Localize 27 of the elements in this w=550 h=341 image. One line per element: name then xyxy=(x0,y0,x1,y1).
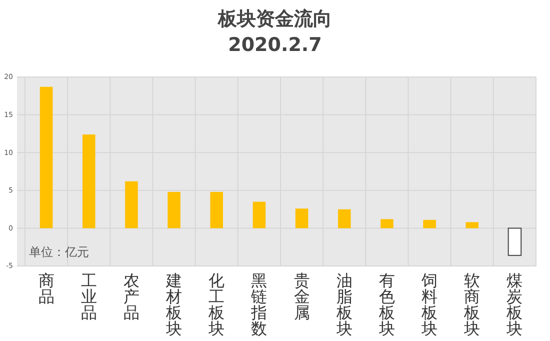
chart-subtitle: 2020.2.7 xyxy=(228,34,322,56)
bar xyxy=(125,181,138,228)
x-tick-label: 油脂板块 xyxy=(335,271,352,338)
bar xyxy=(40,86,53,228)
bar xyxy=(252,202,266,228)
bar xyxy=(466,222,479,228)
annotation: 单位：亿元 xyxy=(29,245,89,259)
x-tick-label: 有色板块 xyxy=(378,271,395,338)
bar xyxy=(168,192,180,228)
x-tick-label: 化工板块 xyxy=(208,271,225,338)
chart-title: 板块资金流向 xyxy=(217,8,332,30)
x-tick-label: 饲料板块 xyxy=(420,271,438,338)
x-tick-label: 黑链指数 xyxy=(250,271,268,338)
x-tick-label: 工业品 xyxy=(80,271,97,322)
x-tick-label: 商品 xyxy=(38,271,54,306)
bar xyxy=(82,134,96,228)
bar xyxy=(338,209,351,228)
bar xyxy=(380,219,394,228)
x-tick-label: 软商板块 xyxy=(463,271,480,338)
bar xyxy=(423,220,436,228)
bar xyxy=(295,208,308,228)
bar xyxy=(508,228,522,256)
x-tick-label: 煤炭板块 xyxy=(506,271,523,338)
x-tick-label: 贵金属 xyxy=(294,271,310,322)
x-tick-label: 农产品 xyxy=(123,271,140,322)
bar xyxy=(210,192,224,228)
x-tick-label: 建材板块 xyxy=(165,271,182,338)
